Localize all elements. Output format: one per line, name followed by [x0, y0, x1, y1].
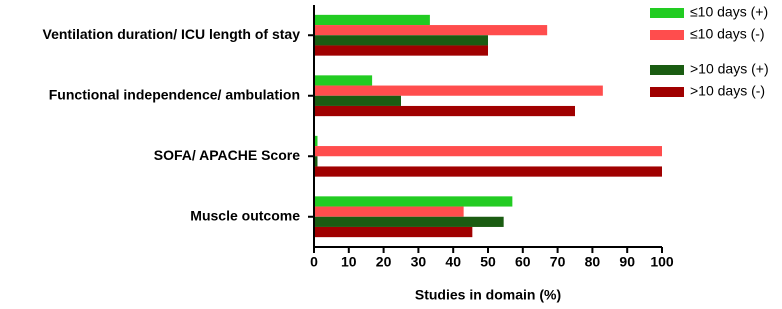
legend-label: ≤10 days (-) — [690, 26, 765, 42]
legend-swatch — [650, 87, 684, 97]
bar — [314, 95, 401, 106]
x-axis-label: Studies in domain (%) — [415, 287, 561, 303]
legend-label: ≤10 days (+) — [690, 4, 768, 20]
legend-swatch — [650, 30, 684, 40]
x-tick-label: 70 — [550, 254, 566, 270]
x-tick-label: 10 — [341, 254, 357, 270]
bar — [314, 85, 603, 96]
legend-swatch — [650, 8, 684, 18]
bar — [314, 25, 548, 36]
bar — [314, 75, 373, 86]
bar — [314, 226, 473, 238]
x-tick-label: 100 — [650, 254, 674, 270]
bar — [314, 135, 318, 147]
legend-label: >10 days (+) — [690, 61, 769, 77]
bar — [314, 206, 464, 217]
bar — [314, 196, 513, 207]
bar — [314, 156, 318, 167]
bar — [314, 216, 504, 227]
y-tick-label: Muscle outcome — [190, 207, 300, 223]
x-tick-label: 50 — [480, 254, 496, 270]
y-tick-label: Functional independence/ ambulation — [49, 86, 300, 102]
bar — [314, 105, 575, 117]
x-tick-label: 90 — [619, 254, 635, 270]
bar — [314, 35, 488, 46]
x-tick-label: 0 — [310, 254, 318, 270]
bar — [314, 146, 662, 157]
bar — [314, 166, 662, 177]
legend-swatch — [650, 65, 684, 75]
bar — [314, 14, 430, 26]
x-tick-label: 80 — [585, 254, 601, 270]
bar — [314, 45, 488, 56]
x-tick-label: 40 — [445, 254, 461, 270]
x-tick-label: 60 — [515, 254, 531, 270]
y-tick-label: Ventilation duration/ ICU length of stay — [43, 26, 301, 42]
x-tick-label: 30 — [411, 254, 427, 270]
y-tick-label: SOFA/ APACHE Score — [154, 147, 300, 163]
legend-label: >10 days (-) — [690, 83, 765, 99]
x-tick-label: 20 — [376, 254, 392, 270]
